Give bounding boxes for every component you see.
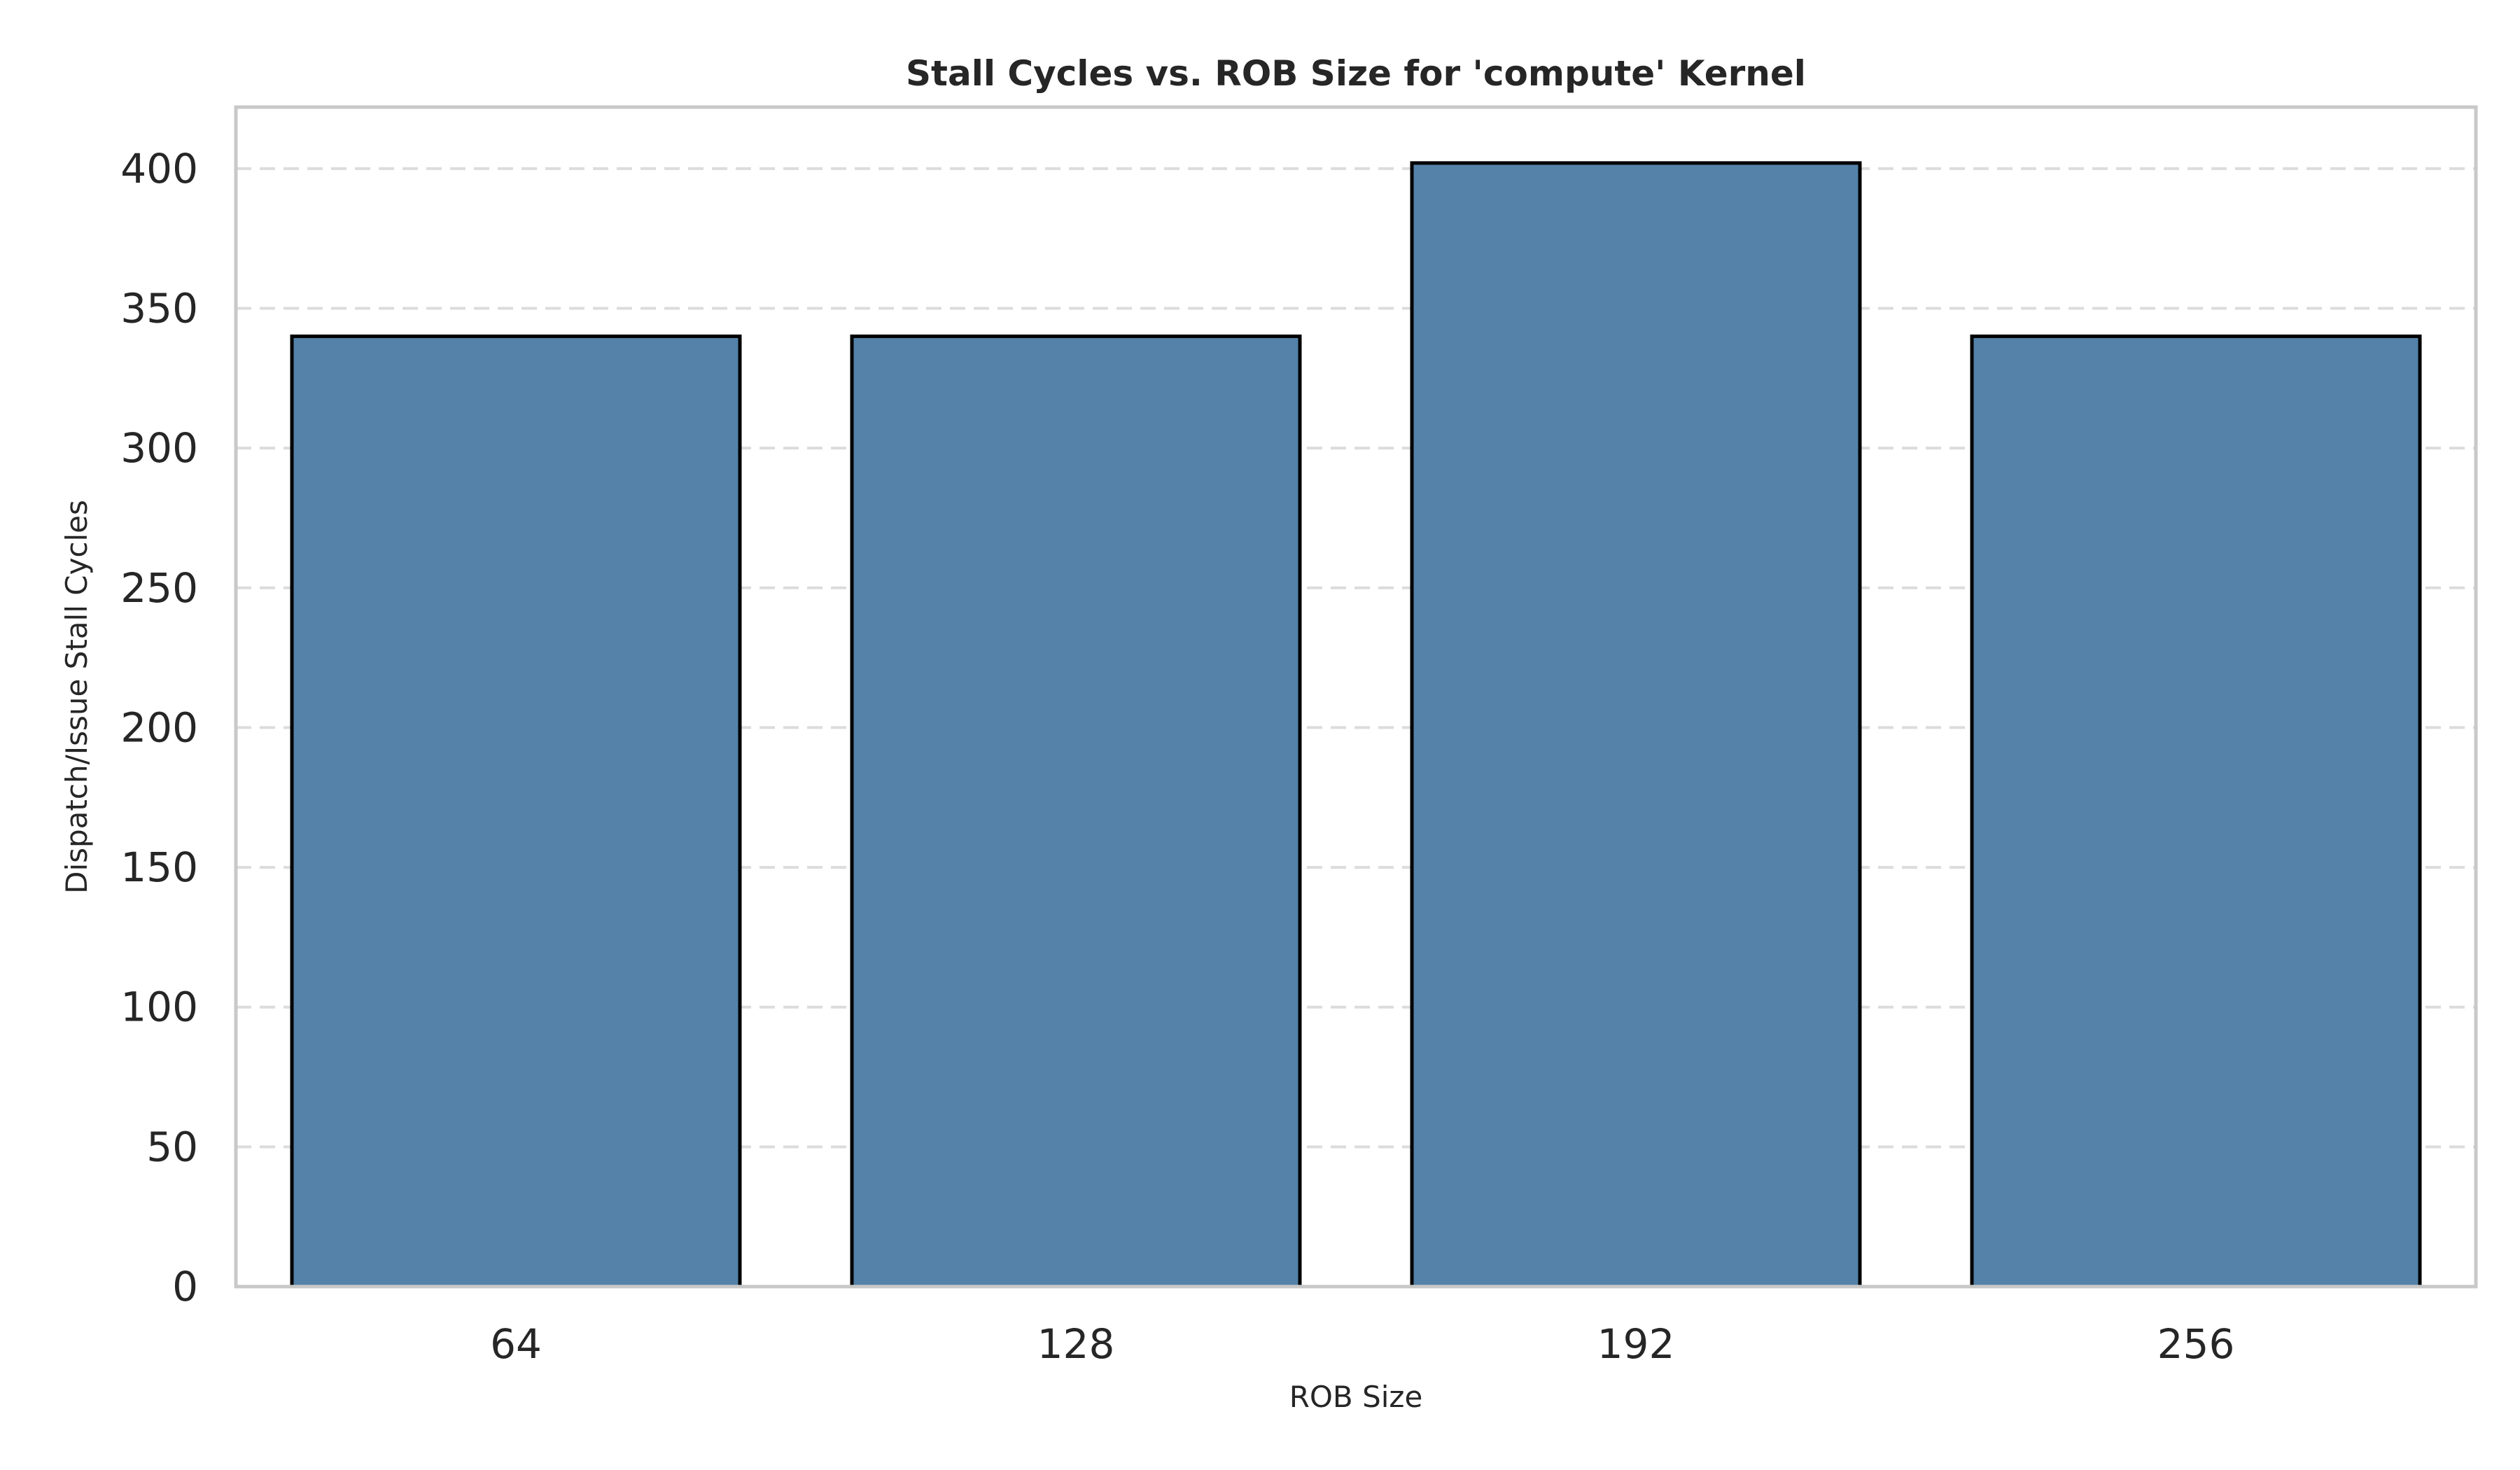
y-tick-label: 50: [146, 1123, 198, 1170]
x-tick-label: 256: [2157, 1320, 2235, 1368]
plot-frame: [234, 105, 2478, 1289]
y-tick-label: 100: [120, 983, 198, 1031]
y-tick-label: 0: [172, 1263, 198, 1310]
bar-256: [1970, 334, 2422, 1289]
bar-128: [850, 334, 1302, 1289]
bars: [290, 161, 2422, 1289]
y-tick-label: 350: [120, 284, 198, 332]
bar-64: [290, 334, 742, 1289]
y-tick-label: 250: [120, 564, 198, 612]
y-tick-label: 150: [120, 844, 198, 891]
x-tick-label: 128: [1037, 1320, 1115, 1368]
y-tick-label: 400: [120, 145, 198, 192]
y-axis-label: Dispatch/Issue Stall Cycles: [59, 500, 94, 894]
x-tick-label: 64: [490, 1320, 542, 1368]
chart-title: Stall Cycles vs. ROB Size for 'compute' …: [906, 53, 1806, 94]
x-tick-label: 192: [1597, 1320, 1675, 1368]
y-tick-label: 300: [120, 424, 198, 472]
bar-192: [1410, 161, 1862, 1289]
y-axis-ticks: 0 50 100 150 200 250 300 350 400: [120, 145, 198, 1310]
x-axis-label: ROB Size: [1289, 1380, 1423, 1414]
y-tick-label: 200: [120, 704, 198, 751]
x-axis-ticks: 64 128 192 256: [490, 1320, 2234, 1368]
